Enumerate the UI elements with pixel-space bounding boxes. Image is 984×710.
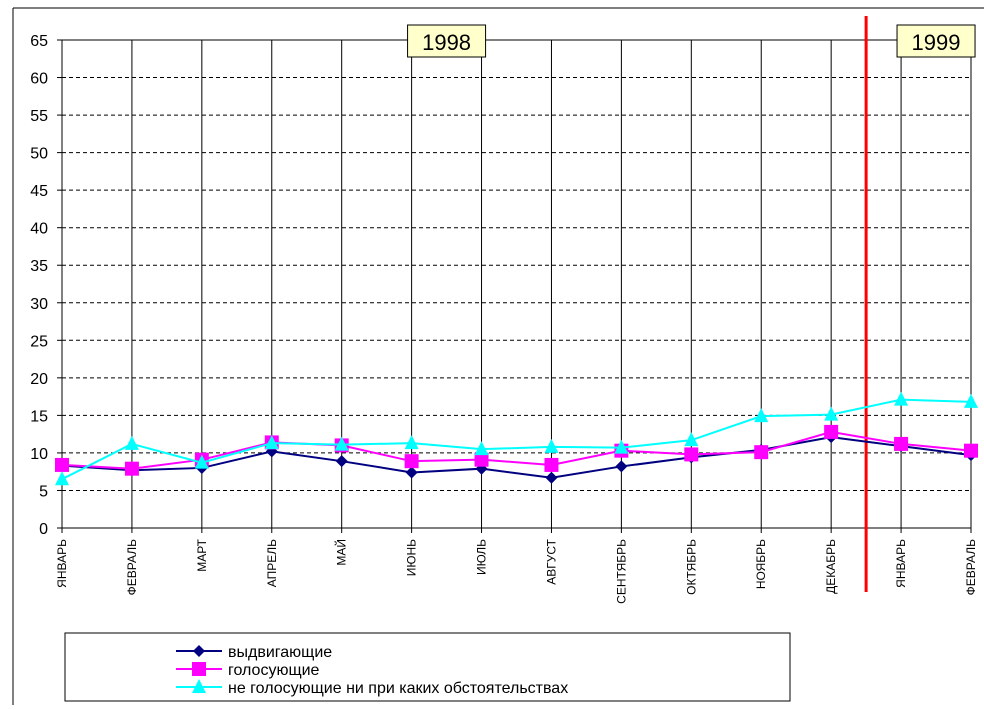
y-tick-label: 25 [30,333,48,350]
data-point-triangle [264,435,279,450]
year-label: 1998 [422,30,471,55]
data-point-triangle [404,435,419,450]
legend-label: не голосующие ни при каких обстоятельств… [228,680,568,697]
data-point-square [754,445,769,460]
data-point-diamond [405,466,418,479]
x-tick-label: АВГУСТ [544,538,558,584]
y-tick-label: 0 [39,521,48,538]
y-tick-label: 40 [30,221,48,238]
year-label-box [896,24,976,58]
data-point-triangle [894,391,909,406]
x-tick-label: МАРТ [195,538,209,571]
y-tick-label: 15 [30,408,48,425]
data-point-diamond [545,471,558,484]
series-0 [56,431,977,484]
data-point-square [824,424,839,439]
data-point-square [894,436,909,451]
legend-item: выдвигающие [176,644,332,661]
legend-marker-diamond [193,645,205,657]
y-tick-label: 35 [30,258,48,275]
legend-box [64,632,791,702]
x-tick-label: ЯНВАРЬ [894,539,908,588]
legend-marker-square [192,662,206,676]
data-point-square [474,452,489,467]
series-line [61,430,972,470]
x-tick-label: ЯНВАРЬ [55,539,69,588]
legend-label: голосующие [228,662,320,679]
data-point-square [544,457,559,472]
data-point-triangle [334,436,349,451]
x-tick-label: НОЯБРЬ [754,539,768,589]
data-point-triangle [474,441,489,456]
data-point-diamond [335,455,348,468]
x-tick-label: ФЕВРАЛЬ [125,539,139,595]
data-point-diamond [615,460,628,473]
data-point-triangle [684,432,699,447]
data-point-square [124,461,139,476]
data-point-triangle [124,435,139,450]
x-tick-label: ФЕВРАЛЬ [964,539,978,595]
year-label-box [407,24,487,58]
series-2 [55,391,978,486]
data-point-square [404,454,419,469]
data-point-triangle [194,454,209,469]
data-point-triangle [544,438,559,453]
x-tick-label: МАЙ [334,539,349,566]
data-point-triangle [614,439,629,454]
y-tick-label: 65 [30,33,48,50]
series-line [61,398,972,481]
x-tick-label: ИЮЛЬ [475,539,489,575]
data-point-triangle [824,406,839,421]
x-tick-label: ОКТЯБРЬ [684,539,698,595]
data-point-triangle [55,471,69,486]
y-tick-label: 55 [30,108,48,125]
x-tick-label: ДЕКАБРЬ [824,539,838,594]
year-label: 1999 [912,30,961,55]
x-tick-label: ИЮНЬ [405,539,419,576]
y-tick-label: 50 [30,146,48,163]
legend-item: голосующие [176,662,320,679]
x-tick-label: АПРЕЛЬ [265,539,279,587]
y-tick-label: 60 [30,71,48,88]
y-tick-label: 45 [30,183,48,200]
series-line [61,436,972,479]
data-point-triangle [964,393,978,408]
data-point-square [684,447,699,462]
y-tick-label: 20 [30,371,48,388]
y-tick-label: 30 [30,296,48,313]
y-tick-label: 10 [30,446,48,463]
legend-item: не голосующие ни при каких обстоятельств… [176,679,568,697]
data-point-triangle [754,408,769,423]
y-tick-label: 5 [39,483,48,500]
data-point-square [964,443,978,458]
legend-label: выдвигающие [228,644,332,661]
legend-marker-triangle [192,679,206,693]
x-tick-label: СЕНТЯБРЬ [614,539,628,604]
data-point-square [55,457,69,472]
